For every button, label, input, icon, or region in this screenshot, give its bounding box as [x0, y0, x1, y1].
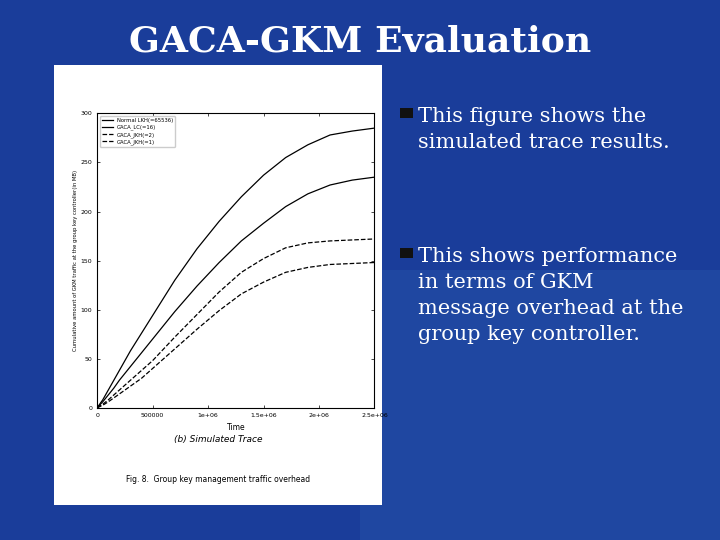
Text: This shows performance
in terms of GKM
message overhead at the
group key control: This shows performance in terms of GKM m…: [418, 247, 683, 343]
X-axis label: Time: Time: [227, 423, 245, 432]
Text: (b) Simulated Trace: (b) Simulated Trace: [174, 435, 262, 444]
Text: This figure shows the
simulated trace results.: This figure shows the simulated trace re…: [418, 107, 670, 152]
Text: GACA-GKM Evaluation: GACA-GKM Evaluation: [129, 24, 591, 58]
Legend: Normal LKH(=65536), GACA_LC(=16), GACA_JKH(=2), GACA_JKH(=1): Normal LKH(=65536), GACA_LC(=16), GACA_J…: [100, 116, 175, 147]
Text: Fig. 8.  Group key management traffic overhead: Fig. 8. Group key management traffic ove…: [126, 475, 310, 484]
Y-axis label: Cumulative amount of GKM traffic at the group key controller(in MB): Cumulative amount of GKM traffic at the …: [73, 170, 78, 351]
